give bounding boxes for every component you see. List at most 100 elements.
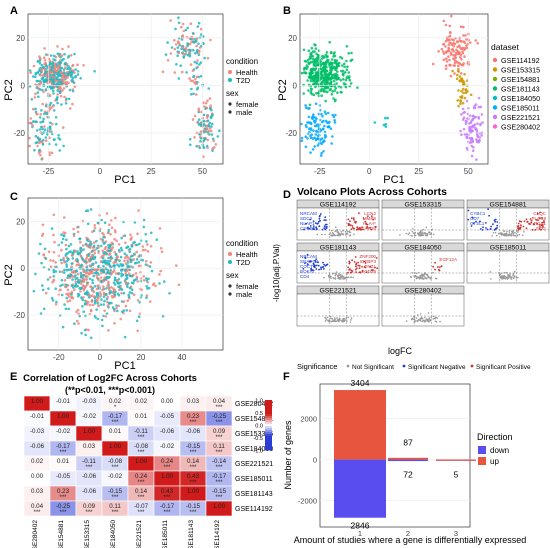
scatter-point [59,288,62,292]
scatter-point [184,28,188,32]
scatter-point [126,299,129,303]
scatter-point [64,75,68,79]
scatter-point [196,81,199,84]
heatmap-stars: *** [33,510,41,516]
volcano-point [486,228,489,231]
volcano-point [355,267,358,270]
scatter-point [71,286,75,289]
heatmap-col-label: GSE181143 [188,520,195,548]
colorbar-step [265,406,272,409]
scatter-point [186,42,189,45]
volcano-point [316,233,319,236]
scatter-point [95,295,99,298]
heatmap-stars: *** [85,510,93,516]
scatter-point [452,39,456,42]
scatter-point [118,259,121,263]
scatter-point [70,284,74,287]
scatter-point [201,41,205,45]
scatter-point [61,76,64,79]
scatter-point [306,137,309,140]
scatter-point [60,278,64,282]
scatter-point [50,106,53,109]
scatter-point [148,265,152,268]
scatter-point [199,33,203,36]
scatter-point [196,121,199,124]
scatter-point [314,85,317,89]
scatter-point [384,125,388,128]
scatter-point [113,295,116,298]
scatter-point [41,223,45,227]
scatter-point [49,101,53,105]
scatter-point [108,249,111,253]
scatter-point [332,79,336,83]
scatter-point [116,263,119,266]
scatter-point [120,236,123,240]
scatter-point [322,90,326,93]
volcano-point [517,225,520,227]
colorbar-step [265,434,272,437]
heatmap-col-label: GSE153315 [84,520,91,548]
scatter-point [465,79,469,82]
scatter-point [44,70,47,73]
scatter-point [96,299,99,303]
scatter-point [322,67,326,70]
scatter-point [122,220,125,224]
volcano-point [350,217,353,220]
heatmap-value: 0.24 [161,458,174,465]
scatter-point [442,52,446,55]
scatter-point [60,66,63,70]
scatter-point [120,274,123,278]
scatter-point [463,55,466,58]
scatter-point [66,300,69,303]
volcano-point [334,274,337,277]
volcano-point [418,277,421,280]
gene-label: CD4 [300,274,310,279]
colorbar-step [265,400,272,403]
volcano-point [541,221,544,224]
scatter-point [341,64,344,67]
volcano-point [306,253,309,256]
scatter-point [36,91,40,94]
scatter-point [319,154,323,157]
scatter-point [38,137,42,141]
scatter-point [209,116,213,120]
volcano-point [429,233,431,235]
volcano-point [364,220,367,223]
heatmap-value: 0.04 [31,503,44,510]
legend-d: Significance Not Significant Significant… [297,362,531,371]
scatter-point [132,241,135,245]
scatter-point [468,136,472,140]
legend-label-pos: Significant Positive [476,364,531,371]
y-tick-label: 20 [288,34,297,43]
scatter-point [74,250,77,253]
scatter-point [113,229,117,232]
scatter-points-a [28,16,221,161]
volcano-point [490,278,492,280]
heatmap-value: -0.01 [56,398,71,405]
heatmap-value: -0.03 [82,398,97,405]
volcano-point [343,320,345,323]
legend-key-dataset [492,67,498,72]
scatter-point [34,141,38,145]
scatter-point [40,63,44,67]
scatter-point [304,145,308,149]
heatmap-stars: * [114,405,117,411]
scatter-point [97,251,101,254]
colorbar-step [265,410,272,413]
scatter-point [456,45,459,49]
scatter-point [144,248,147,252]
heatmap-value: 1.00 [213,503,226,510]
volcano-point [517,231,519,233]
y-tick-label: -20 [285,129,297,138]
scatter-point [56,101,59,105]
colorbar-step [265,438,272,441]
scatter-point [69,250,72,253]
heatmap-value: 0.23 [187,413,200,420]
scatter-point [451,69,454,73]
scatter-point [333,58,337,62]
heatmap-value: -0.15 [186,443,201,450]
heatmap-value: 0.09 [213,428,226,435]
volcano-point [416,314,419,316]
scatter-point [53,62,57,65]
volcano-point [502,277,504,280]
